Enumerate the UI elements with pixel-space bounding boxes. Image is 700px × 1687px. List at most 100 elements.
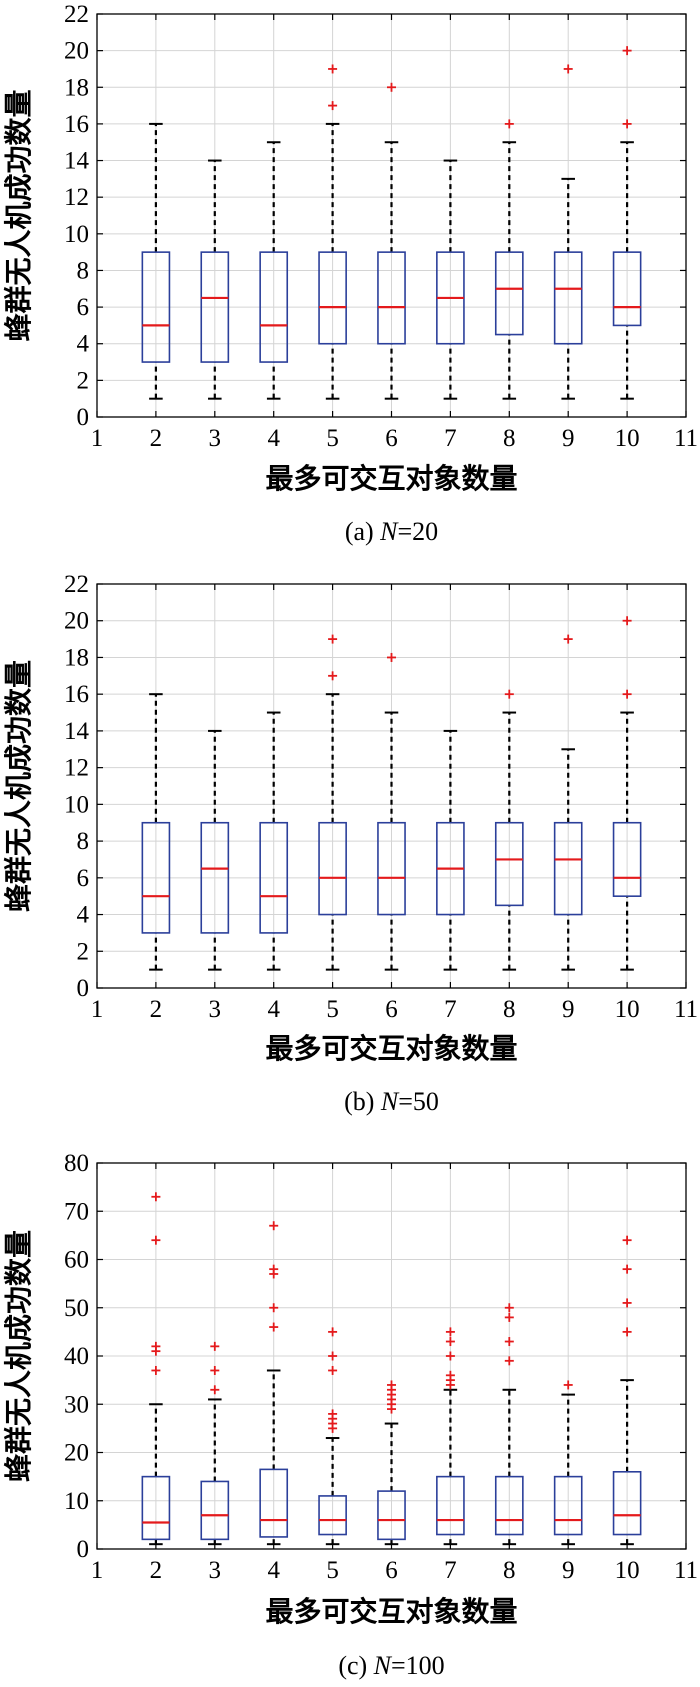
- box-iqr: [494, 821, 524, 907]
- box-iqr: [259, 821, 289, 934]
- y-tick-label: 22: [64, 571, 89, 598]
- outlier-marker: [622, 1264, 632, 1274]
- y-tick-label: 10: [64, 221, 89, 248]
- x-tick-label: 11: [674, 425, 698, 452]
- y-tick-label: 2: [77, 367, 90, 394]
- y-tick-label: 40: [64, 1343, 89, 1370]
- outlier-marker: [504, 1312, 514, 1322]
- y-axis-label: 蜂群无人机成功数量: [3, 660, 35, 912]
- x-tick-label: 9: [562, 425, 575, 452]
- box-9: [553, 634, 583, 971]
- box-5: [318, 64, 347, 400]
- box-5: [318, 1327, 347, 1546]
- outlier-marker: [328, 1327, 338, 1337]
- y-tick-label: 8: [77, 257, 90, 284]
- box-iqr: [200, 251, 230, 363]
- box-2: [141, 1192, 171, 1546]
- y-tick-label: 0: [77, 1536, 90, 1563]
- box-iqr: [259, 251, 289, 363]
- y-axis-label: 蜂群无人机成功数量: [3, 1230, 35, 1482]
- y-tick-label: 6: [77, 865, 90, 892]
- x-tick-label: 7: [444, 1557, 457, 1584]
- outlier-marker: [210, 1365, 220, 1375]
- panel-c: 1 2 3 4 5 6 7 8 9 10 11 0 10 20 30 40 50 60 70 80 最多可交互对象数量 蜂…: [3, 1150, 698, 1680]
- box-iqr: [200, 821, 230, 934]
- y-tick-label: 0: [77, 404, 90, 431]
- box-iqr: [612, 1471, 642, 1536]
- x-axis-label: 最多可交互对象数量: [265, 1032, 517, 1065]
- box-iqr: [377, 821, 406, 916]
- outlier-marker: [504, 1356, 514, 1366]
- outlier-marker: [151, 1192, 161, 1202]
- box-4: [259, 1221, 289, 1546]
- y-tick-label: 10: [64, 791, 89, 818]
- y-tick-label: 20: [64, 38, 89, 65]
- outlier-marker: [328, 1365, 338, 1375]
- x-tick-label: 5: [326, 996, 339, 1023]
- outlier-marker: [622, 46, 632, 56]
- outlier-marker: [622, 1298, 632, 1308]
- box-iqr: [318, 1495, 347, 1536]
- outlier-marker: [563, 1380, 573, 1390]
- box-4: [259, 141, 289, 400]
- x-tick-label: 8: [503, 996, 516, 1023]
- outlier-marker: [269, 1322, 279, 1332]
- x-tick-label: 1: [91, 425, 104, 452]
- x-tick-label: 3: [209, 996, 222, 1023]
- box-3: [200, 1341, 230, 1546]
- x-tick-label: 7: [444, 996, 457, 1023]
- outlier-marker: [269, 1264, 279, 1274]
- box-4: [259, 711, 289, 971]
- outlier-marker: [328, 101, 338, 111]
- box-iqr: [377, 251, 406, 345]
- x-tick-label: 4: [267, 1557, 280, 1584]
- box-iqr: [494, 251, 524, 336]
- x-tick-label: 7: [444, 425, 457, 452]
- x-tick-label: 9: [562, 1557, 575, 1584]
- outlier-marker: [563, 634, 573, 644]
- x-tick-label: 10: [615, 425, 640, 452]
- panel-b: 1 2 3 4 5 6 7 8 9 10 110246810121416182022最多可交互对象数…: [3, 571, 698, 1116]
- outlier-marker: [622, 689, 632, 699]
- y-axis-label: 蜂群无人机成功数量: [3, 89, 35, 341]
- box-iqr: [200, 1480, 230, 1541]
- panel-caption: (b) N=50: [344, 1087, 439, 1116]
- outlier-marker: [563, 64, 573, 74]
- x-tick-label: 3: [209, 1557, 222, 1584]
- caption-suffix: =20: [398, 517, 439, 546]
- outlier-marker: [445, 1370, 455, 1380]
- x-tick-label: 2: [150, 996, 163, 1023]
- x-tick-label: 6: [385, 996, 398, 1023]
- caption-prefix: (a): [345, 517, 380, 546]
- y-tick-label: 14: [64, 148, 90, 175]
- box-iqr: [318, 821, 347, 916]
- box-6: [377, 82, 406, 400]
- x-axis-label: 最多可交互对象数量: [265, 1595, 517, 1628]
- box-iqr: [612, 251, 642, 327]
- outlier-marker: [504, 119, 514, 129]
- y-tick-label: 14: [64, 718, 90, 745]
- outlier-marker: [328, 1409, 338, 1419]
- y-tick-label: 18: [64, 74, 89, 101]
- caption-variable: N: [379, 517, 399, 546]
- box-iqr: [318, 251, 347, 345]
- y-tick-label: 8: [77, 828, 90, 855]
- caption-suffix: =100: [391, 1651, 445, 1680]
- y-tick-label: 18: [64, 644, 89, 671]
- box-iqr: [612, 821, 642, 897]
- box-3: [200, 159, 230, 400]
- y-tick-label: 4: [77, 902, 90, 929]
- outlier-marker: [328, 634, 338, 644]
- outlier-marker: [151, 1341, 161, 1351]
- x-tick-label: 4: [267, 425, 280, 452]
- x-tick-label: 11: [674, 996, 698, 1023]
- outlier-marker: [328, 1351, 338, 1361]
- outlier-marker: [445, 1337, 455, 1347]
- x-tick-label: 2: [150, 425, 163, 452]
- panel-caption: (a) N=20: [345, 517, 438, 546]
- x-tick-label: 11: [674, 1557, 698, 1584]
- x-tick-label: 10: [615, 996, 640, 1023]
- box-2: [141, 122, 171, 400]
- outlier-marker: [210, 1385, 220, 1395]
- box-8: [494, 689, 524, 971]
